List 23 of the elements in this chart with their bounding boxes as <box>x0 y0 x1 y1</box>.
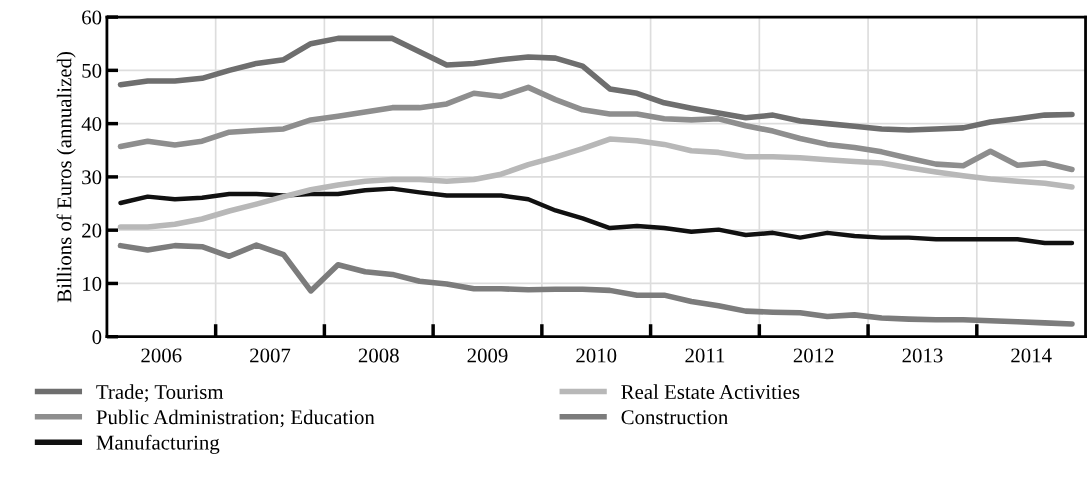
x-tick-label: 2008 <box>358 348 399 363</box>
legend-label: Real Estate Activities <box>621 384 800 400</box>
y-tick-label: 50 <box>82 63 102 78</box>
x-tick-label: 2006 <box>141 348 182 363</box>
x-tick-label: 2010 <box>576 348 617 363</box>
y-tick-label: 60 <box>82 10 102 25</box>
x-tick-label: 2014 <box>1011 348 1052 363</box>
legend-label: Construction <box>621 410 728 425</box>
x-tick-label: 2013 <box>902 348 943 363</box>
y-tick-label: 40 <box>81 117 102 132</box>
x-tick-label: 2009 <box>467 348 508 363</box>
line-series <box>118 186 1075 246</box>
y-axis-title: Billions of Euros (annualized) <box>56 51 76 303</box>
y-tick-label: 30 <box>82 170 102 185</box>
y-tick-label: 20 <box>82 223 102 238</box>
y-tick-label: 10 <box>83 276 102 291</box>
legend-label: Manufacturing <box>96 434 220 454</box>
legend-label: Public Administration; Education <box>96 409 375 428</box>
x-tick-label: 2007 <box>250 348 291 363</box>
y-tick-label: 0 <box>92 330 102 345</box>
legend-label: Trade; Tourism <box>96 384 224 403</box>
x-tick-label: 2011 <box>685 348 725 363</box>
x-tick-label: 2012 <box>793 348 834 363</box>
